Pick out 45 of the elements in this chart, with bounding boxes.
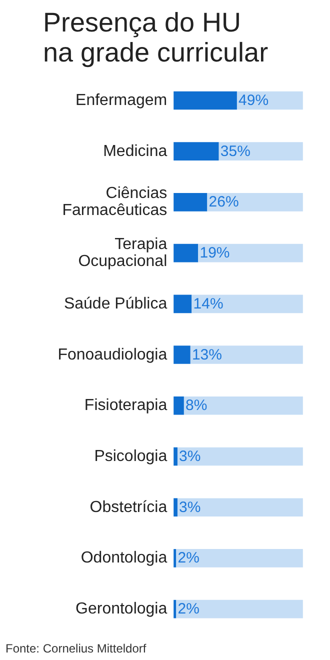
data-label: 13%	[192, 346, 222, 364]
bar	[174, 244, 198, 262]
data-label: 3%	[179, 448, 201, 465]
bar	[176, 549, 303, 568]
y-tick-label: Medicina	[103, 142, 168, 160]
bar	[174, 294, 192, 314]
y-tick-label: Terapia Ocupacional	[78, 236, 168, 270]
y-tick-label: Fonoaudiologia	[58, 346, 168, 364]
y-tick-label: Psicologia	[94, 448, 168, 465]
y-tick-label: Saúde Pública	[64, 295, 168, 312]
data-label: 2%	[178, 600, 200, 618]
y-tick-label: Gerontologia	[76, 600, 168, 618]
source-note: Fonte: Cornelius Mitteldorf	[6, 642, 147, 656]
bar	[176, 600, 303, 618]
data-label: 2%	[178, 550, 200, 567]
bar	[198, 244, 303, 262]
data-label: 3%	[179, 498, 201, 516]
bar	[184, 396, 303, 415]
bar	[174, 549, 176, 568]
data-label: 14%	[193, 295, 224, 312]
data-label: 8%	[186, 397, 208, 414]
bar	[190, 346, 303, 364]
bar	[177, 447, 303, 466]
data-label: 19%	[200, 244, 230, 262]
y-tick-label: Fisioterapia	[84, 397, 168, 414]
bar	[177, 498, 303, 517]
y-tick-label: Odontologia	[80, 550, 168, 567]
data-label: 35%	[220, 142, 250, 160]
bar	[192, 294, 303, 314]
bar	[174, 447, 178, 466]
bar	[174, 91, 237, 110]
chart-title: Presença do HU na grade curricular	[42, 8, 268, 68]
bar	[174, 396, 184, 415]
y-tick-label: Obstetrícia	[90, 498, 168, 516]
bar	[174, 346, 190, 364]
bar	[218, 142, 303, 160]
data-label: 49%	[238, 92, 269, 109]
y-tick-label: Enfermagem	[76, 92, 168, 109]
data-label: 26%	[208, 194, 239, 211]
bar	[174, 498, 178, 517]
bar	[174, 600, 176, 618]
y-tick-label: Ciências Farmacêuticas	[62, 185, 168, 220]
bar	[207, 193, 303, 212]
bar	[174, 193, 208, 212]
bar	[174, 142, 219, 160]
